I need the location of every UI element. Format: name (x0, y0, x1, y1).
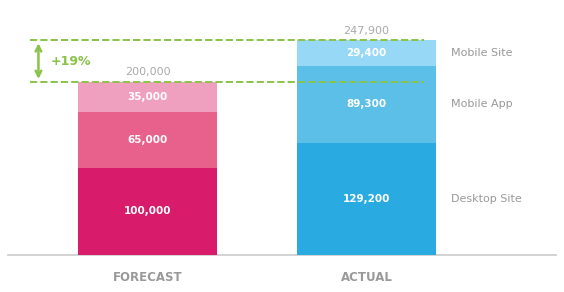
Bar (297, 143, 436, 255)
Bar (297, 66, 436, 143)
Text: +19%: +19% (51, 55, 91, 68)
Text: 29,400: 29,400 (346, 48, 387, 58)
Text: 89,300: 89,300 (346, 99, 387, 110)
Bar (78, 112, 217, 168)
Text: Mobile App: Mobile App (451, 99, 513, 110)
Bar (78, 168, 217, 255)
Text: 100,000: 100,000 (124, 206, 171, 216)
Text: Mobile Site: Mobile Site (451, 48, 513, 58)
Text: 247,900: 247,900 (343, 26, 390, 36)
Text: 200,000: 200,000 (125, 67, 170, 77)
Text: Desktop Site: Desktop Site (451, 194, 522, 204)
Bar (78, 82, 217, 112)
Bar (297, 40, 436, 66)
Text: 65,000: 65,000 (127, 135, 168, 145)
Text: 35,000: 35,000 (127, 92, 168, 102)
Text: 129,200: 129,200 (343, 194, 390, 204)
